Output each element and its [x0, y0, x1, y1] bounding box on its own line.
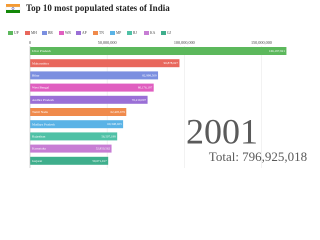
bar-label: Madhya Pradesh: [32, 122, 55, 126]
bar-label: Gujarat: [32, 159, 42, 163]
flag: [5, 4, 21, 13]
bar: [30, 83, 154, 92]
bar: [30, 132, 118, 141]
legend-swatch: [76, 31, 81, 35]
x-tick-label: 0: [29, 40, 31, 45]
value-label: 166,197,921: [269, 49, 285, 54]
bar: [30, 71, 159, 80]
legend-swatch: [144, 31, 149, 35]
value-label: 62,405,679: [110, 110, 125, 115]
legend-swatch: [8, 31, 13, 35]
flag-stripe: [6, 10, 20, 13]
legend-swatch: [59, 31, 64, 35]
bar: [30, 120, 124, 129]
bar: [30, 108, 127, 116]
value-label: 50,671,017: [92, 159, 107, 164]
value-label: 82,998,509: [142, 73, 157, 78]
bar-label: Uttar Pradesh: [32, 49, 51, 53]
bar: [30, 59, 180, 68]
legend-label: AP: [82, 31, 87, 35]
bar: [30, 156, 109, 165]
bar: [30, 144, 112, 153]
chart-title: Top 10 most populated states of India: [26, 3, 170, 13]
bar-label: Karnataka: [32, 147, 46, 151]
flag-chakra: [11, 7, 15, 10]
legend-label: WB: [65, 31, 71, 35]
bar-label: Maharashtra: [32, 61, 49, 65]
value-label: 80,176,197: [138, 86, 153, 91]
flag-stripe: [6, 4, 20, 7]
x-tick-label: 150,000,000: [251, 40, 272, 46]
year-label: 2001: [186, 111, 258, 151]
legend-label: GJ: [167, 31, 172, 35]
legend-label: MP: [116, 31, 121, 35]
legend-label: KA: [150, 31, 156, 35]
legend-label: BR: [48, 31, 53, 35]
total-label: Total: 796,925,018: [209, 149, 307, 164]
value-label: 60,348,023: [107, 122, 122, 127]
legend-swatch: [127, 31, 132, 35]
bar: [30, 95, 148, 104]
value-label: 56,507,188: [101, 134, 116, 139]
value-label: 96,878,627: [164, 61, 179, 66]
legend-label: UP: [14, 31, 19, 35]
legend-label: RJ: [133, 31, 137, 35]
bar-label: West Bengal: [32, 86, 49, 90]
legend-swatch: [93, 31, 98, 35]
legend-swatch: [110, 31, 115, 35]
bar-label: Rajasthan: [32, 134, 46, 138]
bar: [30, 47, 287, 55]
legend-label: MH: [31, 31, 37, 35]
value-label: 76,210,007: [132, 98, 147, 103]
legend-label: TN: [99, 31, 104, 35]
value-label: 52,850,562: [96, 147, 111, 152]
legend-swatch: [25, 31, 30, 35]
legend-swatch: [42, 31, 47, 35]
x-tick-label: 50,000,000: [98, 40, 117, 46]
chart: Top 10 most populated states of India UP…: [5, 3, 308, 168]
x-tick-label: 100,000,000: [174, 40, 195, 46]
bar-label: Andhra Pradesh: [32, 98, 54, 102]
bar-label: Bihar: [32, 73, 40, 77]
bar-label: Tamil Nadu: [32, 110, 48, 114]
legend-swatch: [161, 31, 166, 35]
